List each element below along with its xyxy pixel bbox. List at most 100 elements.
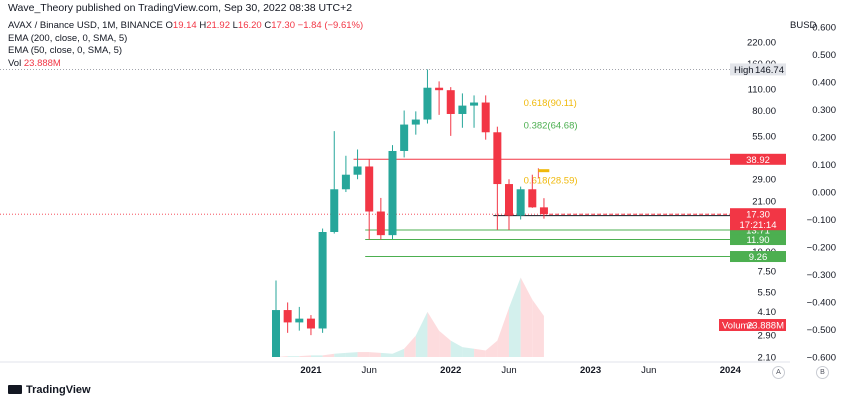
candle-body (400, 124, 409, 151)
price-tick-label: 80.00 (752, 106, 776, 117)
volume-area-segment (357, 352, 370, 357)
price-tick-label: 29.00 (752, 175, 776, 186)
tradingview-mark-icon (8, 385, 22, 394)
level-price-tag: 9.26 (749, 252, 768, 263)
volume-area-segment (404, 335, 416, 357)
time-tick-label: Jun (641, 365, 656, 376)
volume-area-segment (427, 311, 440, 357)
high-tag-value: 146.74 (755, 65, 784, 76)
time-tick-label: 2021 (300, 365, 322, 376)
level-price-tag-bg (730, 251, 786, 263)
fib-level-label: 0.382(64.68) (524, 120, 578, 131)
candle-body (446, 90, 455, 114)
legend: AVAX / Binance USD, 1M, BINANCE O19.14 H… (8, 20, 363, 70)
volume-area-segment (462, 347, 475, 357)
candle-body (435, 87, 444, 91)
high-tag-bg (730, 63, 786, 76)
level-price-tag-bg (730, 234, 786, 246)
price-tick-label: 5.50 (758, 287, 777, 298)
flag-icon (538, 169, 550, 173)
candle-body (365, 166, 374, 212)
level-price-tag-bg (730, 224, 786, 236)
price-tick-label: 55.00 (752, 131, 776, 142)
quote-currency: BUSD (790, 20, 817, 31)
tradingview-logo: TradingView (8, 384, 91, 396)
volume-area-segment (509, 277, 521, 357)
level-price-tag: 13.71 (746, 225, 770, 236)
price-tick-label: 2.90 (758, 331, 777, 342)
fib-level-label: 0.618(28.59) (524, 176, 578, 187)
secondary-tick-label: 0.400 (812, 78, 836, 89)
price-tick-label: 160.00 (747, 59, 776, 70)
volume-area-segment (497, 307, 509, 357)
level-price-tag-bg (730, 210, 786, 222)
candle-body (318, 232, 327, 329)
ema50-legend[interactable]: EMA (50, close, 0, SMA, 5) (8, 45, 123, 56)
candle-body (423, 87, 432, 120)
volume-area-segment (276, 356, 288, 357)
volume-legend[interactable]: Vol 23.888M (8, 58, 363, 71)
candle-body (516, 189, 525, 216)
level-price-tag: 11.90 (746, 235, 769, 246)
symbol-label[interactable]: AVAX / Binance USD, 1M, BINANCE (8, 20, 163, 31)
time-tick-label: Jun (362, 365, 377, 376)
candle-body (388, 150, 397, 236)
secondary-tick-label: 0.100 (812, 160, 836, 171)
price-tick-label: 4.10 (758, 307, 777, 318)
price-tick-label: 220.00 (747, 38, 776, 49)
volume-area-segment (322, 353, 335, 357)
volume-area-segment (474, 348, 486, 357)
volume-tag-value: 23.888M (747, 321, 784, 332)
symbol-legend-row[interactable]: AVAX / Binance USD, 1M, BINANCE O19.14 H… (8, 20, 363, 33)
volume-area-segment (485, 340, 498, 357)
volume-tag-bg (719, 319, 786, 331)
volume-area-segment (532, 299, 544, 357)
candle-body (272, 310, 280, 357)
secondary-tick-label: 0.500 (812, 50, 836, 61)
candle-body (353, 166, 362, 175)
candle-body (458, 105, 467, 114)
secondary-tick-label: −0.300 (807, 270, 836, 281)
volume-area-segment (392, 348, 405, 357)
price-tick-label: 110.00 (748, 84, 776, 95)
ohlc-change: −1.84 (−9.61%) (297, 20, 364, 31)
volume-legend-value: 23.888M (23, 57, 61, 69)
candle-body (295, 318, 304, 323)
secondary-tick-label: 0.000 (812, 188, 836, 199)
auto-scale-button[interactable]: A (772, 366, 785, 379)
price-tick-label: 2.10 (758, 353, 777, 364)
secondary-tick-label: 0.300 (812, 105, 836, 116)
secondary-tick-label: −0.600 (807, 353, 836, 364)
volume-tag-label: Volume (722, 321, 754, 332)
level-price-tag: 38.92 (746, 155, 770, 166)
candle-body (470, 102, 479, 106)
volume-area-segment (450, 340, 463, 357)
published-header: Wave_Theory published on TradingView.com… (8, 2, 353, 14)
candle-body (528, 189, 537, 208)
ema200-legend[interactable]: EMA (200, close, 0, SMA, 5) (8, 32, 128, 44)
candle-body (493, 132, 502, 185)
volume-area-segment (345, 352, 358, 357)
last-price-countdown: 17:21:14 (740, 220, 777, 231)
volume-area-segment (299, 355, 311, 357)
log-scale-button[interactable]: B (816, 366, 829, 379)
volume-area-segment (380, 352, 393, 357)
price-tick-label: 7.50 (758, 266, 777, 277)
ohlc-low: L16.20 (232, 20, 262, 31)
fib-level-label: 0.618(90.11) (524, 98, 577, 109)
secondary-tick-label: −0.100 (807, 215, 836, 226)
high-tag-label: High (734, 65, 754, 76)
price-tick-label: 10.00 (752, 247, 776, 258)
ohlc-high: H21.92 (199, 20, 230, 31)
time-tick-label: 2023 (580, 365, 601, 376)
ohlc-open: O19.14 (165, 20, 197, 31)
time-tick-label: 2022 (440, 365, 461, 376)
candle-body (376, 211, 385, 236)
candle-body (505, 184, 513, 216)
time-tick-label: 2024 (720, 365, 742, 376)
volume-area-segment (334, 352, 346, 357)
price-tick-label: 21.00 (752, 197, 776, 208)
candle-body (481, 102, 490, 133)
candle-body (411, 119, 420, 125)
